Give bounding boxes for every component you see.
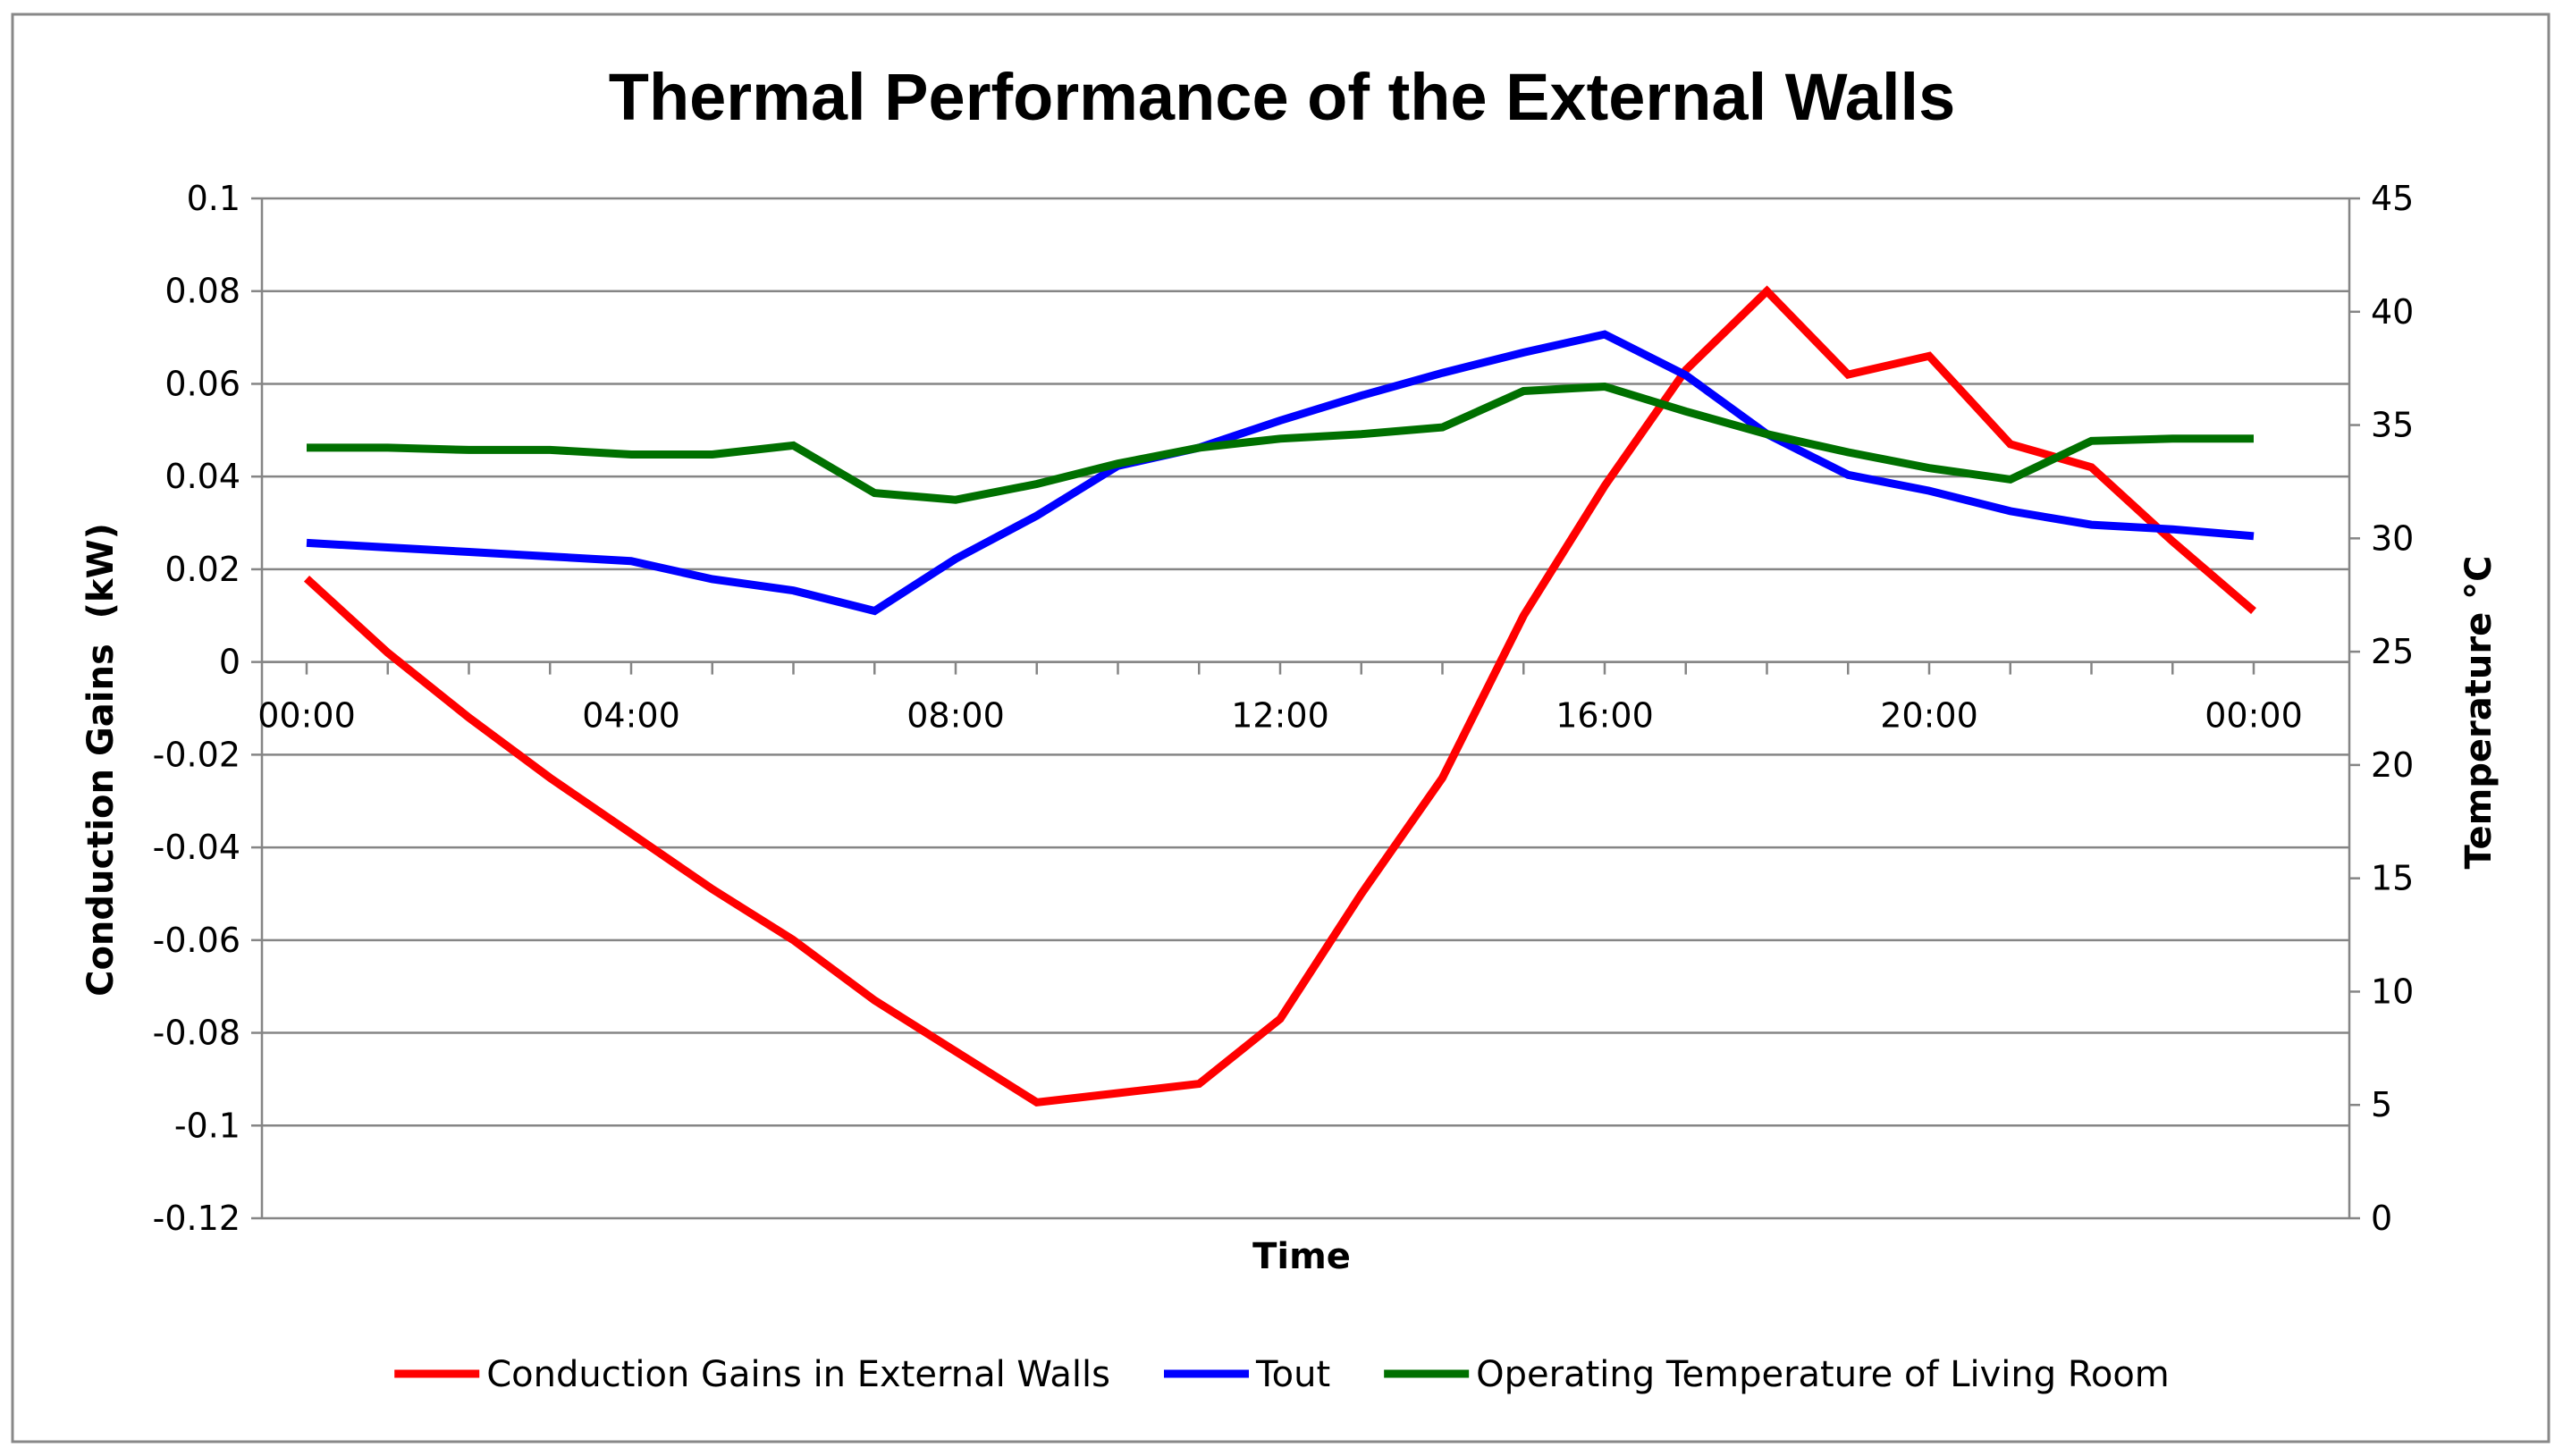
y-left-tick-label: 0 <box>219 643 240 682</box>
y-right-tick-label: 30 <box>2371 518 2414 558</box>
y-left-tick-label: -0.06 <box>153 921 240 960</box>
y-axis-left-title: Conduction Gains (kW) <box>80 523 122 997</box>
legend-label: Tout <box>1255 1354 1330 1395</box>
y-right-tick-label: 20 <box>2371 745 2414 785</box>
x-tick-label: 00:00 <box>257 696 356 736</box>
tick-labels: 0.1 0.08 0.06 0.04 0.02 0 -0.02 -0.04 -0.06 -0.08… <box>153 179 2415 1238</box>
x-tick-label: 00:00 <box>2205 696 2303 736</box>
chart-title: Thermal Performance of the External Wall… <box>609 60 1956 134</box>
y-left-tick-label: -0.12 <box>153 1199 240 1238</box>
legend-label: Conduction Gains in External Walls <box>486 1354 1110 1395</box>
y-left-tick-label: 0.08 <box>164 272 240 311</box>
y-left-tick-label: 0.04 <box>164 457 240 496</box>
x-tick-label: 20:00 <box>1880 696 1978 736</box>
y-right-tick-label: 45 <box>2371 179 2414 218</box>
y-right-tick-label: 0 <box>2371 1199 2392 1238</box>
y-right-tick-label: 5 <box>2371 1085 2392 1124</box>
y-left-tick-label: -0.02 <box>153 735 240 774</box>
y-right-tick-label: 15 <box>2371 859 2414 898</box>
chart-border <box>11 13 2550 1443</box>
series-line-3 <box>307 382 2254 504</box>
x-tick-label: 12:00 <box>1231 696 1329 736</box>
x-axis-title: Time <box>1252 1236 1351 1277</box>
x-tick-label: 04:00 <box>582 696 680 736</box>
y-right-tick-label: 25 <box>2371 632 2414 671</box>
y-right-tick-label: 10 <box>2371 972 2414 1011</box>
y-left-tick-label: -0.04 <box>153 828 240 867</box>
axes <box>251 197 2360 1220</box>
x-tick-label: 16:00 <box>1556 696 1654 736</box>
series-line-2 <box>306 330 2255 616</box>
y-axis-right-title: Temperature °C <box>2458 556 2500 870</box>
y-left-tick-label: 0.02 <box>164 550 240 589</box>
y-left-tick-label: 0.1 <box>187 179 240 218</box>
series-line-1 <box>303 285 2256 1107</box>
y-right-tick-label: 35 <box>2371 406 2414 445</box>
y-left-tick-label: -0.08 <box>153 1014 240 1053</box>
y-left-tick-label: 0.06 <box>164 364 240 403</box>
legend-label: Operating Temperature of Living Room <box>1476 1354 2170 1395</box>
y-right-tick-label: 40 <box>2371 292 2414 332</box>
series-lines <box>303 285 2256 1107</box>
legend: Conduction Gains in External Walls Tout Op… <box>394 1354 2170 1395</box>
x-tick-label: 08:00 <box>906 696 1005 736</box>
y-left-tick-label: -0.1 <box>174 1106 240 1145</box>
